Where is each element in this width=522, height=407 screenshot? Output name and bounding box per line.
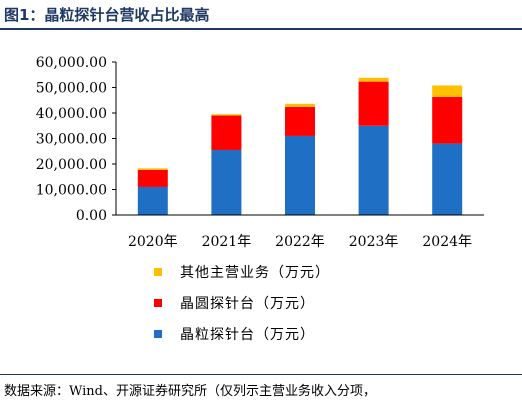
- legend-item-wafer: 晶圆探针台（万元）: [154, 293, 330, 313]
- y-tick-label: 10,000.00: [36, 183, 107, 199]
- legend-item-die: 晶粒探针台（万元）: [154, 324, 330, 344]
- x-tick-label: 2020年: [128, 234, 178, 250]
- bar-segment-2-4: [358, 81, 389, 126]
- x-tick-label: 2021年: [202, 234, 252, 250]
- y-tick-label: 0.00: [76, 208, 107, 224]
- y-tick-label: 30,000.00: [36, 132, 107, 148]
- legend-swatch-wafer: [154, 299, 162, 307]
- figure-title: 图1：晶粒探针台营收占比最高: [4, 6, 210, 24]
- y-tick-label: 60,000.00: [36, 55, 107, 71]
- bar-segment-3-3: [285, 103, 315, 107]
- legend-label-wafer: 晶圆探针台（万元）: [180, 296, 315, 312]
- x-tick-label: 2023年: [349, 234, 399, 250]
- y-tick-label: 40,000.00: [36, 106, 107, 122]
- bar-segment-3-1: [137, 168, 168, 170]
- x-tick-label: 2024年: [422, 234, 472, 250]
- bar-segment-1-3: [285, 135, 315, 215]
- bar-segment-1-2: [211, 149, 242, 215]
- legend-swatch-die: [154, 330, 162, 338]
- bar-segment-3-2: [211, 114, 242, 116]
- chart-legend: 其他主营业务（万元） 晶圆探针台（万元） 晶粒探针台（万元）: [154, 262, 330, 355]
- bar-segment-2-1: [137, 169, 168, 187]
- legend-label-die: 晶粒探针台（万元）: [180, 327, 315, 343]
- y-tick-label: 50,000.00: [36, 81, 107, 97]
- legend-swatch-other: [154, 268, 162, 276]
- stacked-bar-chart: 0.00 10,000.00 20,000.00 30,000.00 40,000.00…: [36, 55, 484, 250]
- bar-segment-3-5: [432, 85, 463, 97]
- bar-segment-2-2: [211, 115, 242, 150]
- title-divider: [0, 28, 522, 30]
- source-divider: [0, 374, 522, 375]
- bar-segment-1-5: [432, 143, 463, 215]
- x-tick-label: 2022年: [275, 234, 325, 250]
- y-tick-label: 20,000.00: [36, 157, 107, 173]
- bar-segment-1-4: [358, 125, 389, 215]
- legend-item-other: 其他主营业务（万元）: [154, 262, 330, 282]
- bar-segment-1-1: [137, 186, 168, 215]
- bar-segment-2-3: [285, 106, 315, 136]
- bar-segment-2-5: [432, 96, 463, 144]
- source-note: 数据来源：Wind、开源证券研究所（仅列示主营业务收入分项，: [4, 384, 376, 399]
- legend-label-other: 其他主营业务（万元）: [180, 265, 330, 281]
- bar-segment-3-4: [358, 77, 389, 82]
